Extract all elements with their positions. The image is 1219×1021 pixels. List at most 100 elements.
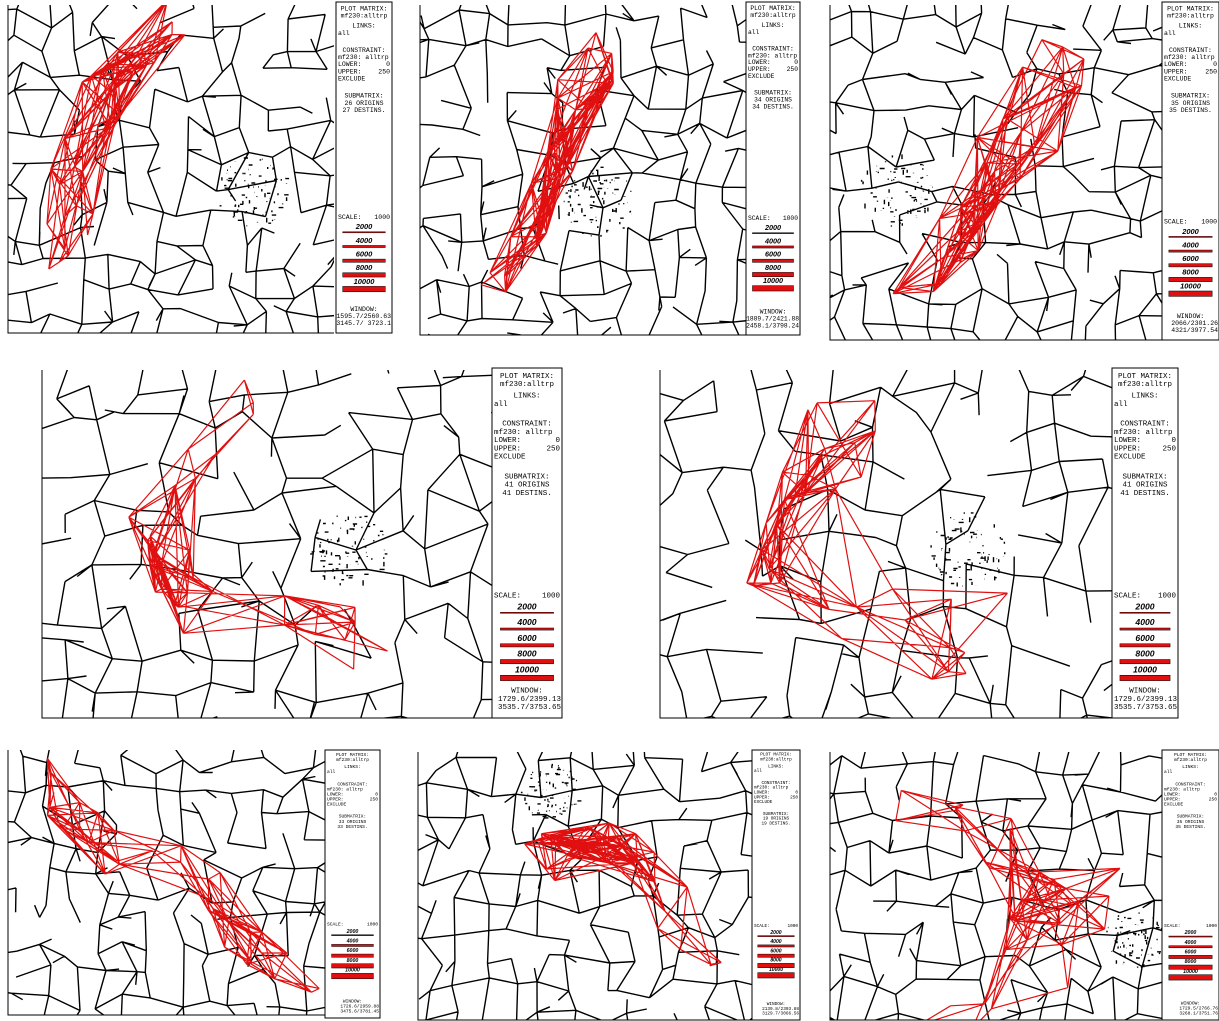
legend-text: 4321/3977.54 [1171,327,1218,334]
legend-text: 250 [790,795,798,800]
road-network [0,714,348,1021]
scale-bar-label: 2000 [764,223,781,232]
scale-bar-label: 8000 [765,263,781,272]
scale-bar-label: 8000 [1135,649,1154,659]
legend-text: SCALE: [1164,923,1181,929]
map-panel: PLOT MATRIX:mf230:alltrpLINKS:allCONSTRA… [0,714,380,1021]
legend-text: 1000 [1158,592,1177,600]
legend-text: EXCLUDE [327,802,347,808]
legend-text: LINKS: [513,393,540,401]
scale-bar [758,945,794,947]
scale-bar-label: 2000 [1134,601,1154,611]
scale-bar-label: 2000 [355,222,373,231]
legend-text: SUBMATRIX: [1122,473,1167,481]
legend-text: CONSTRAINT: [1169,47,1212,54]
figure: PLOT MATRIX:mf230:alltrpLINKS:allCONSTRA… [0,0,1219,1021]
legend-text: LOWER: [338,61,361,68]
legend-text: mf230: alltrp [1114,429,1173,437]
legend-text: 3535.7/3753.65 [498,704,562,712]
scale-bar-label: 8000 [347,958,359,964]
scale-bar-label: 6000 [347,948,359,954]
legend-text: 3268.1/3751.76 [1179,1010,1218,1016]
legend-text: 250 [1162,445,1176,453]
legend-text: 250 [1205,68,1217,75]
road-network [624,331,1155,790]
scale-bar-label: 2000 [1181,227,1199,236]
scale-bar-label: 10000 [1183,969,1198,975]
scale-bar-label: 6000 [1185,950,1197,956]
legend-text: 2458.1/3798.24 [746,322,799,329]
map-frame [830,5,1162,340]
scale-bar [332,954,374,957]
legend-text: SCALE: [338,214,361,221]
legend-text: mf230:alltrp [1174,757,1207,763]
scale-bar-label: 4000 [769,939,781,945]
legend-text: EXCLUDE [748,73,775,80]
map-panel: PLOT MATRIX:mf230:alltrpLINKS:allCONSTRA… [13,341,562,778]
legend-text: mf230:alltrp [1118,381,1172,389]
scale-bar [343,245,386,247]
legend-text: mf230: alltrp [494,429,553,437]
map-panel: PLOT MATRIX:mf230:alltrpLINKS:allCONSTRA… [0,0,392,382]
scale-bar-label: 6000 [517,633,536,643]
legend-text: LINKS: [352,23,375,30]
scale-bar [1169,955,1212,958]
legend-text: SCALE: [748,215,771,222]
map-frame [830,752,1162,1020]
legend-text: LOWER: [494,437,521,445]
map [624,331,1155,790]
legend-text: 41 ORIGINS [504,482,550,490]
scale-bar-label: 6000 [770,948,781,954]
legend-text: SUBMATRIX: [504,473,549,481]
legend-text: 41 ORIGINS [1122,482,1168,490]
legend-text: SCALE: [327,922,344,928]
flow-network [47,0,185,269]
legend-text: all [748,29,760,36]
legend-text: 250 [370,797,379,803]
legend-text: EXCLUDE [338,76,365,83]
scale-bar-label: 8000 [1182,268,1199,277]
legend-text: 3129.7/3066.56 [762,1012,799,1017]
legend-text: LINKS: [1131,393,1158,401]
map-panel: PLOT MATRIX:mf230:alltrpLINKS:allCONSTRA… [624,331,1178,790]
map-panel: PLOT MATRIX:mf230:alltrpLINKS:allCONSTRA… [796,0,1219,392]
scale-bar-label: 4000 [355,236,373,245]
legend-text: 1000 [367,922,378,928]
scale-bar [1120,644,1170,647]
legend-text: all [1164,769,1173,775]
legend-text: all [1114,401,1128,409]
legend-text: SCALE: [1114,592,1141,600]
legend-text: LINKS: [1182,764,1199,770]
scale-bar-label: 2000 [769,930,781,936]
legend-text: EXCLUDE [1164,76,1191,83]
scale-bar-label: 2000 [346,929,359,935]
flow-network [47,758,319,992]
map-panel: PLOT MATRIX:mf230:alltrpLINKS:allCONSTRA… [397,727,800,1021]
scale-bar [500,660,553,664]
legend-text: 250 [378,68,390,75]
legend-text: 1000 [783,215,798,222]
legend-text: 0 [555,437,560,445]
flow-network [747,401,1008,680]
scale-bar-label: 8000 [517,649,536,659]
scale-bar [1169,291,1212,296]
legend-text: 250 [1209,797,1218,803]
legend-text: 41 DESTINS. [502,490,552,498]
legend-text: UPPER: [1164,68,1187,75]
scale-bar [332,935,374,936]
scale-bar [343,232,386,233]
legend-text: 1000 [787,924,798,929]
legend-text: 1000 [1201,218,1217,225]
scale-bar [752,286,793,291]
legend-text: 3145.7/ 3723.1 [336,320,391,327]
scale-bar [1169,264,1212,267]
legend-text: SCALE: [1164,218,1187,225]
legend-text: SUBMATRIX: [1171,93,1210,100]
legend-text: 35 DESTINS. [1175,824,1205,830]
legend-text: UPPER: [338,68,361,75]
legend-text: LINKS: [762,22,785,29]
legend-text: PLOT MATRIX: [500,373,554,381]
legend-text: UPPER: [1114,445,1141,453]
scale-bar [758,936,794,937]
scale-bar [500,612,553,613]
